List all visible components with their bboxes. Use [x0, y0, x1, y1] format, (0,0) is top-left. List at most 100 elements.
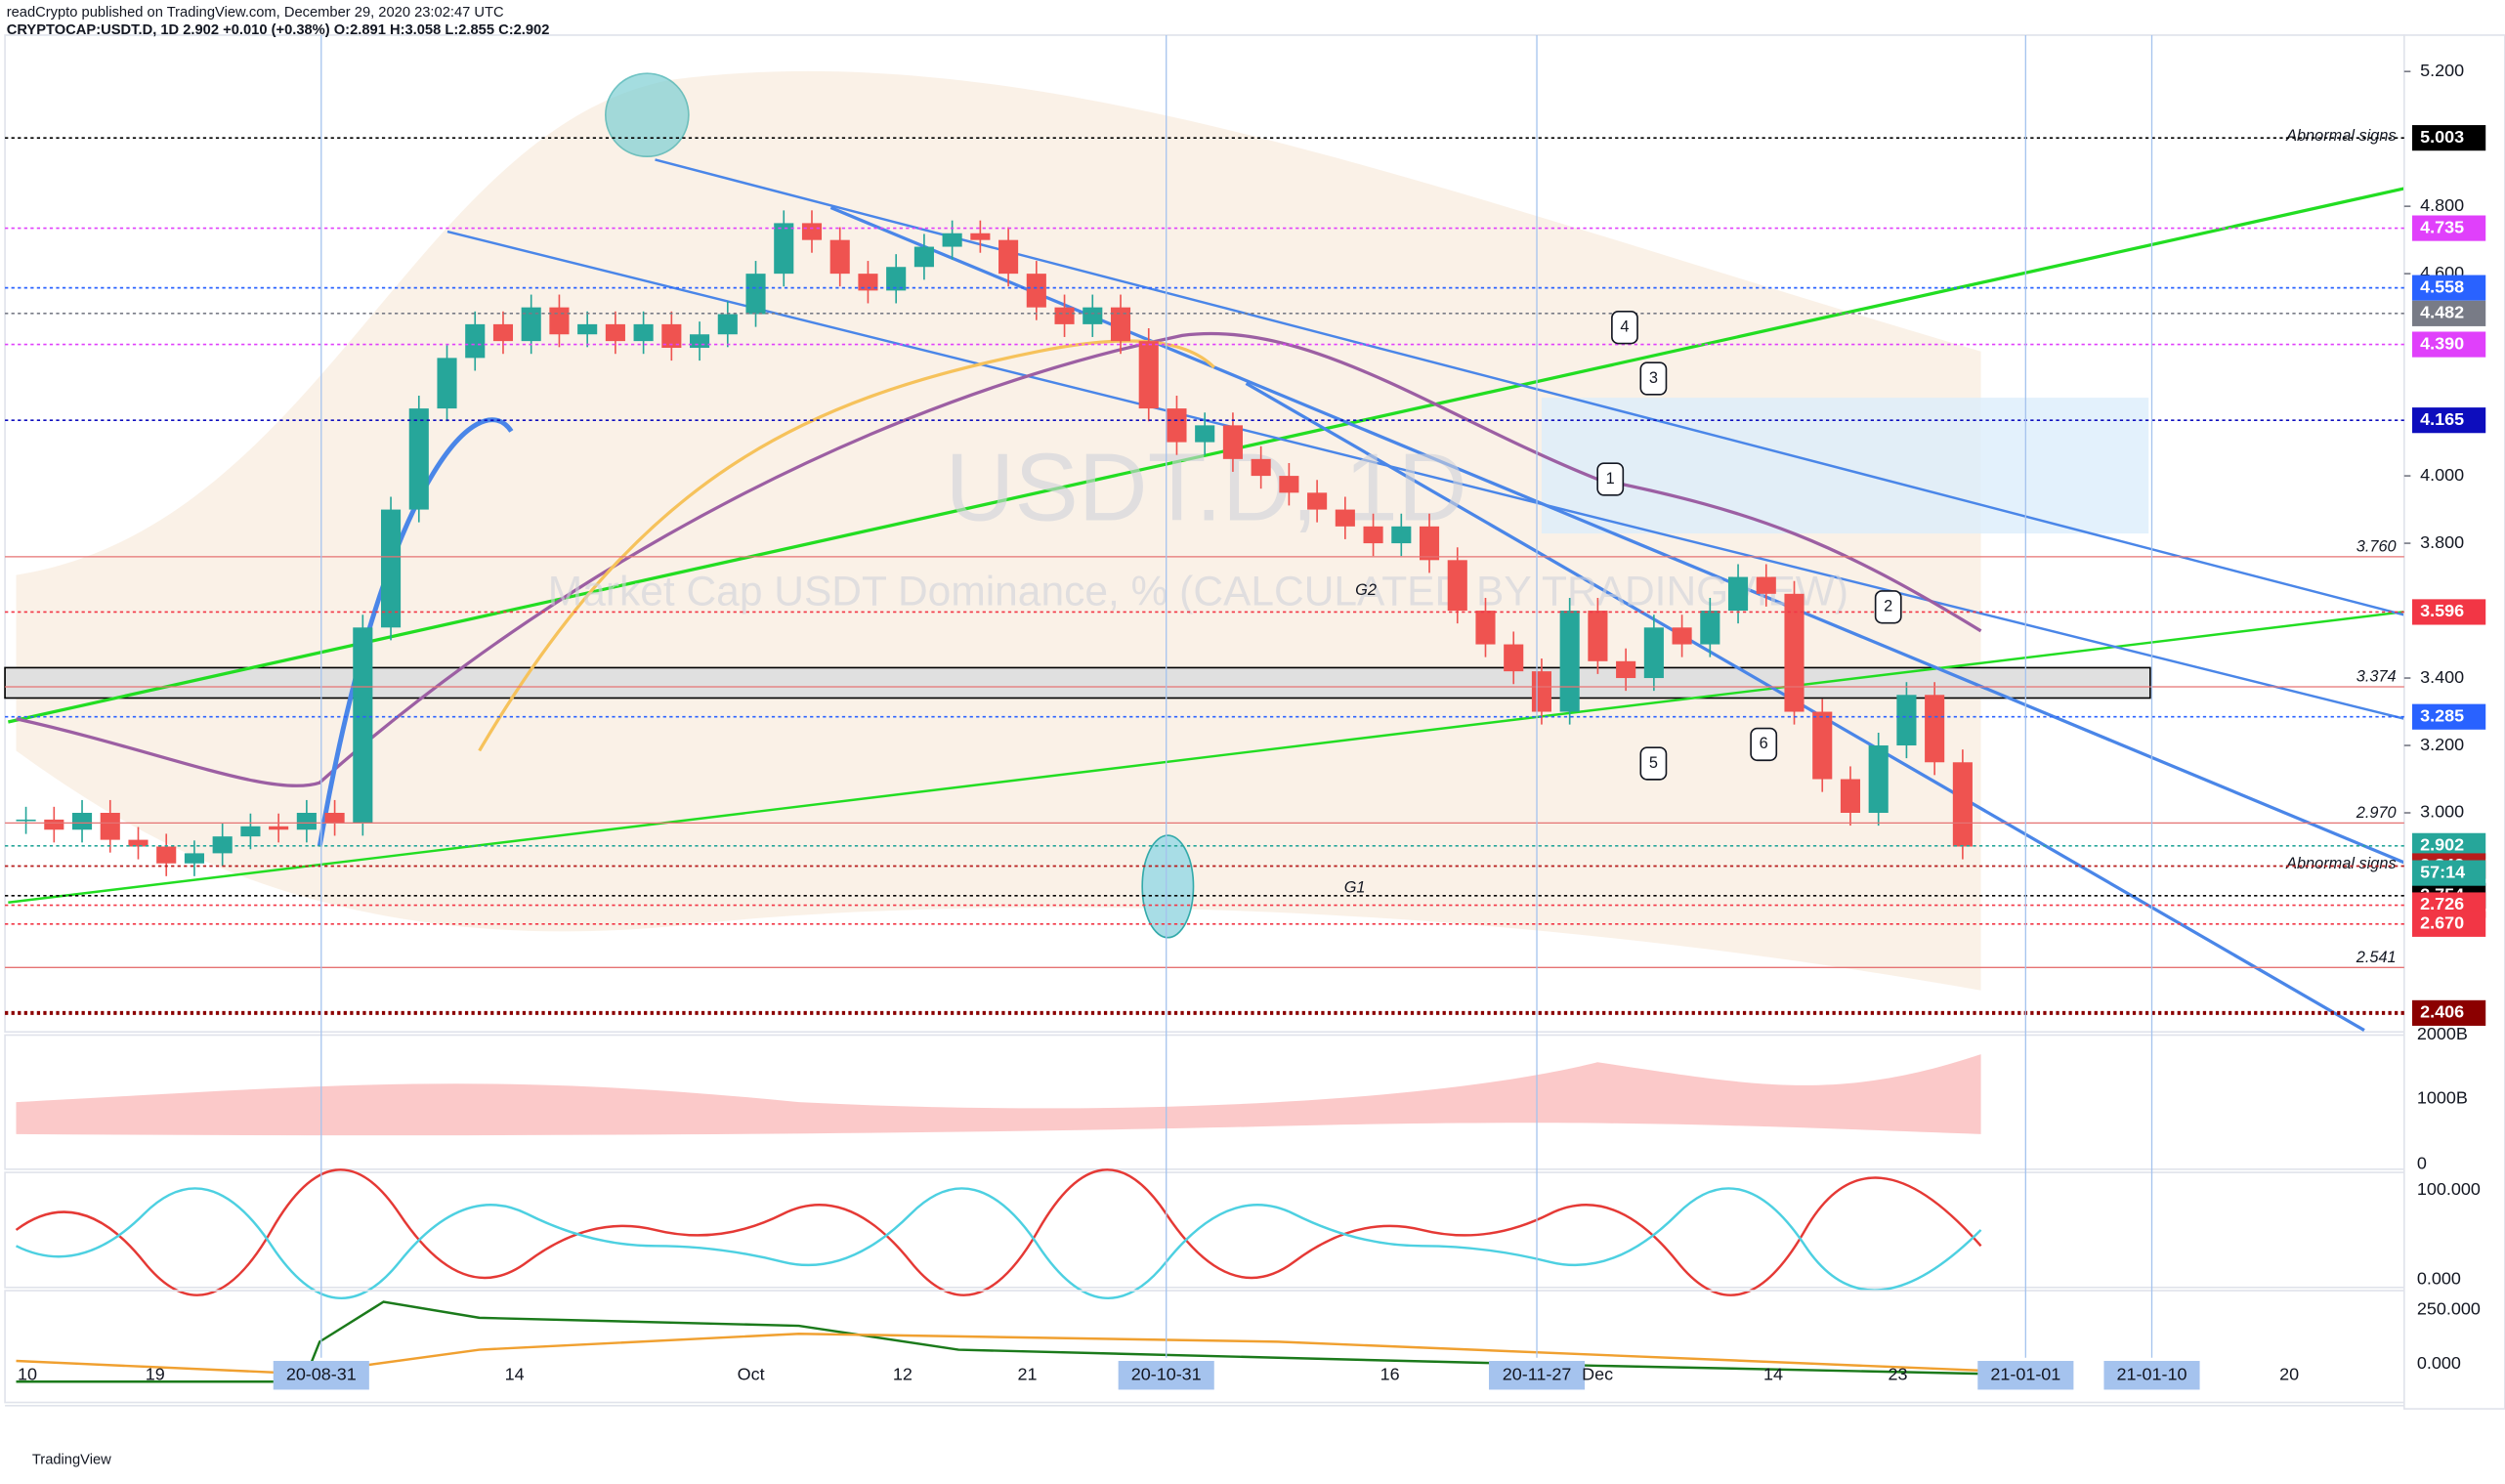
candle: [1784, 593, 1804, 712]
date-highlight: [273, 1361, 369, 1390]
footer: TradingView: [32, 1452, 111, 1467]
candle: [156, 846, 177, 864]
highlight-circle: [605, 72, 690, 158]
pane-axis-label: 1000B: [2417, 1088, 2468, 1108]
candle: [1504, 644, 1524, 672]
price-tag: [2412, 215, 2486, 241]
x-tick-label: Oct: [738, 1364, 765, 1383]
candle: [324, 813, 345, 824]
price-tag-label: 4.390: [2420, 333, 2464, 353]
candle: [1083, 307, 1103, 324]
price-tag: [2412, 703, 2486, 730]
candle: [1026, 274, 1046, 308]
candle: [296, 813, 317, 830]
candle: [858, 274, 878, 291]
candle: [240, 826, 261, 837]
annotation: 4: [1620, 318, 1629, 335]
candle: [465, 323, 486, 359]
candle: [408, 408, 429, 510]
price-tag-label: 5.003: [2420, 127, 2464, 147]
candle: [1812, 711, 1833, 780]
pane-axis-label: 2000B: [2417, 1024, 2468, 1043]
annotation: 5: [1649, 754, 1658, 772]
candle: [577, 323, 598, 335]
candle: [998, 239, 1019, 275]
date-highlight: [1118, 1361, 1214, 1390]
candle: [1727, 576, 1749, 612]
y-tick-label: 3.400: [2420, 667, 2464, 687]
price-tag: [2412, 999, 2486, 1026]
zone-box: [1541, 398, 2149, 534]
watermark: Market Cap USDT Dominance, % (CALCULATED…: [548, 569, 1848, 615]
candle: [1447, 560, 1467, 612]
callout: [1639, 361, 1668, 396]
candle: [633, 323, 654, 342]
abnormal-label: Abnormal signs: [2285, 855, 2397, 872]
candle: [745, 274, 766, 315]
candle: [521, 307, 541, 342]
callout: [1639, 746, 1668, 781]
candle: [492, 323, 514, 342]
candle: [886, 267, 907, 291]
candle: [184, 853, 205, 864]
level-label: 2.541: [2356, 949, 2397, 966]
y-tick-label: 3.800: [2420, 532, 2464, 552]
candle: [1756, 576, 1776, 594]
candle: [1643, 627, 1664, 679]
date-highlight: [1977, 1361, 2074, 1390]
candle: [1251, 458, 1271, 477]
candle: [717, 314, 738, 335]
candle: [353, 627, 373, 824]
y-tick-label: 4.800: [2420, 195, 2464, 215]
price-tag: [2412, 911, 2486, 937]
x-tick-label: 21-01-10: [2117, 1364, 2187, 1383]
x-tick-label: 20-08-31: [286, 1364, 357, 1383]
candle: [1672, 627, 1692, 645]
candle: [1279, 476, 1299, 493]
candle: [1110, 307, 1131, 342]
candle: [1868, 745, 1889, 814]
price-tag: [2412, 407, 2486, 434]
date-highlight: [1488, 1361, 1586, 1390]
plot: [16, 210, 1973, 876]
level-label: 2.970: [2356, 804, 2397, 822]
annotation: G2: [1355, 581, 1377, 599]
x-tick-label: 16: [1380, 1364, 1400, 1383]
candle: [16, 819, 36, 822]
annotation: 2: [1884, 598, 1892, 615]
candle: [1700, 611, 1720, 645]
highlight-circle: [1141, 834, 1195, 939]
y-tick-label: 3.000: [2420, 802, 2464, 822]
price-tag-label: 3.285: [2420, 705, 2464, 725]
candle: [380, 509, 402, 628]
candle: [801, 223, 823, 240]
price-tag: [2412, 331, 2486, 358]
annotation: G1: [1344, 878, 1366, 896]
x-tick-label: 21: [1017, 1364, 1037, 1383]
candle: [605, 323, 625, 342]
trend-line: [1245, 381, 2365, 1032]
price-tag: [2412, 275, 2486, 301]
x-tick-label: 20: [2279, 1364, 2299, 1383]
callout: [1611, 311, 1638, 345]
candle: [44, 819, 64, 830]
candle: [1138, 341, 1159, 409]
price-tag-label: 2.406: [2420, 1002, 2464, 1022]
price-tag-label: 2.726: [2420, 894, 2464, 913]
price-tag: [2412, 125, 2486, 151]
osc-line: [16, 1332, 1981, 1376]
x-tick-label: 12: [893, 1364, 913, 1383]
level-label: 3.374: [2356, 668, 2397, 686]
candle: [829, 239, 850, 275]
watermark: USDT.D, 1D: [946, 434, 1467, 541]
candle: [1840, 779, 1861, 814]
candle: [212, 836, 233, 854]
price-tag-label: 2.902: [2420, 835, 2464, 855]
zone-box: [4, 666, 2151, 700]
price-tag: [2412, 599, 2486, 625]
date-highlight: [2103, 1361, 2200, 1390]
cloud-band: [16, 70, 1981, 991]
candle: [1588, 611, 1608, 661]
x-tick-label: 23: [1889, 1364, 1908, 1383]
